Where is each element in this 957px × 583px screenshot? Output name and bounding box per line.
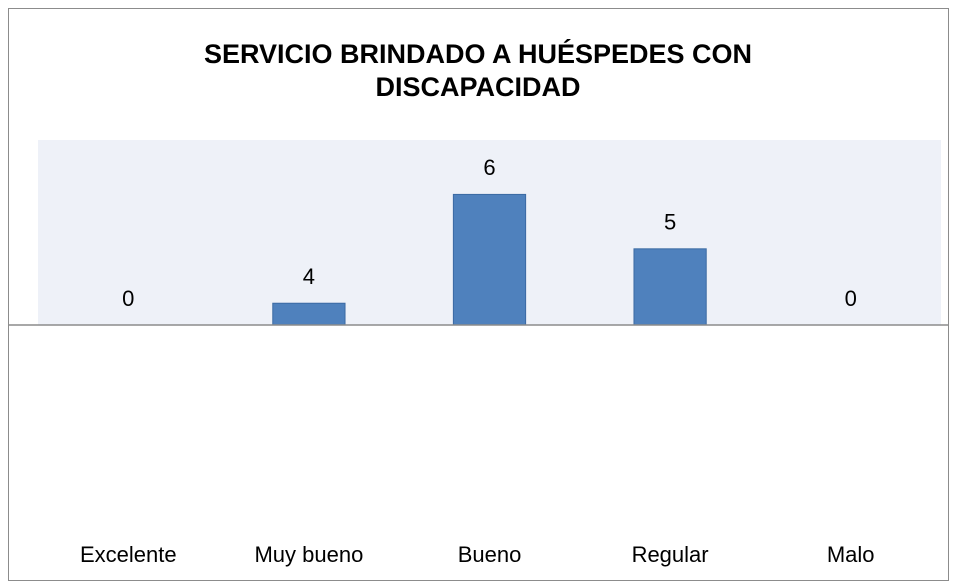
bar (272, 302, 346, 326)
data-label: 0 (845, 286, 857, 311)
x-tick-label: Muy bueno (254, 542, 363, 567)
data-label: 4 (303, 264, 315, 289)
x-tick-label: Malo (827, 542, 875, 567)
data-label: 6 (483, 155, 495, 180)
data-label: 0 (122, 286, 134, 311)
chart-title: SERVICIO BRINDADO A HUÉSPEDES CON DISCAP… (203, 39, 753, 102)
bar (452, 193, 527, 326)
x-tick-label: Excelente (80, 542, 177, 567)
bar (633, 248, 707, 326)
x-tick-label: Regular (632, 542, 709, 567)
data-label: 5 (664, 210, 676, 235)
x-tick-label: Bueno (458, 542, 522, 567)
